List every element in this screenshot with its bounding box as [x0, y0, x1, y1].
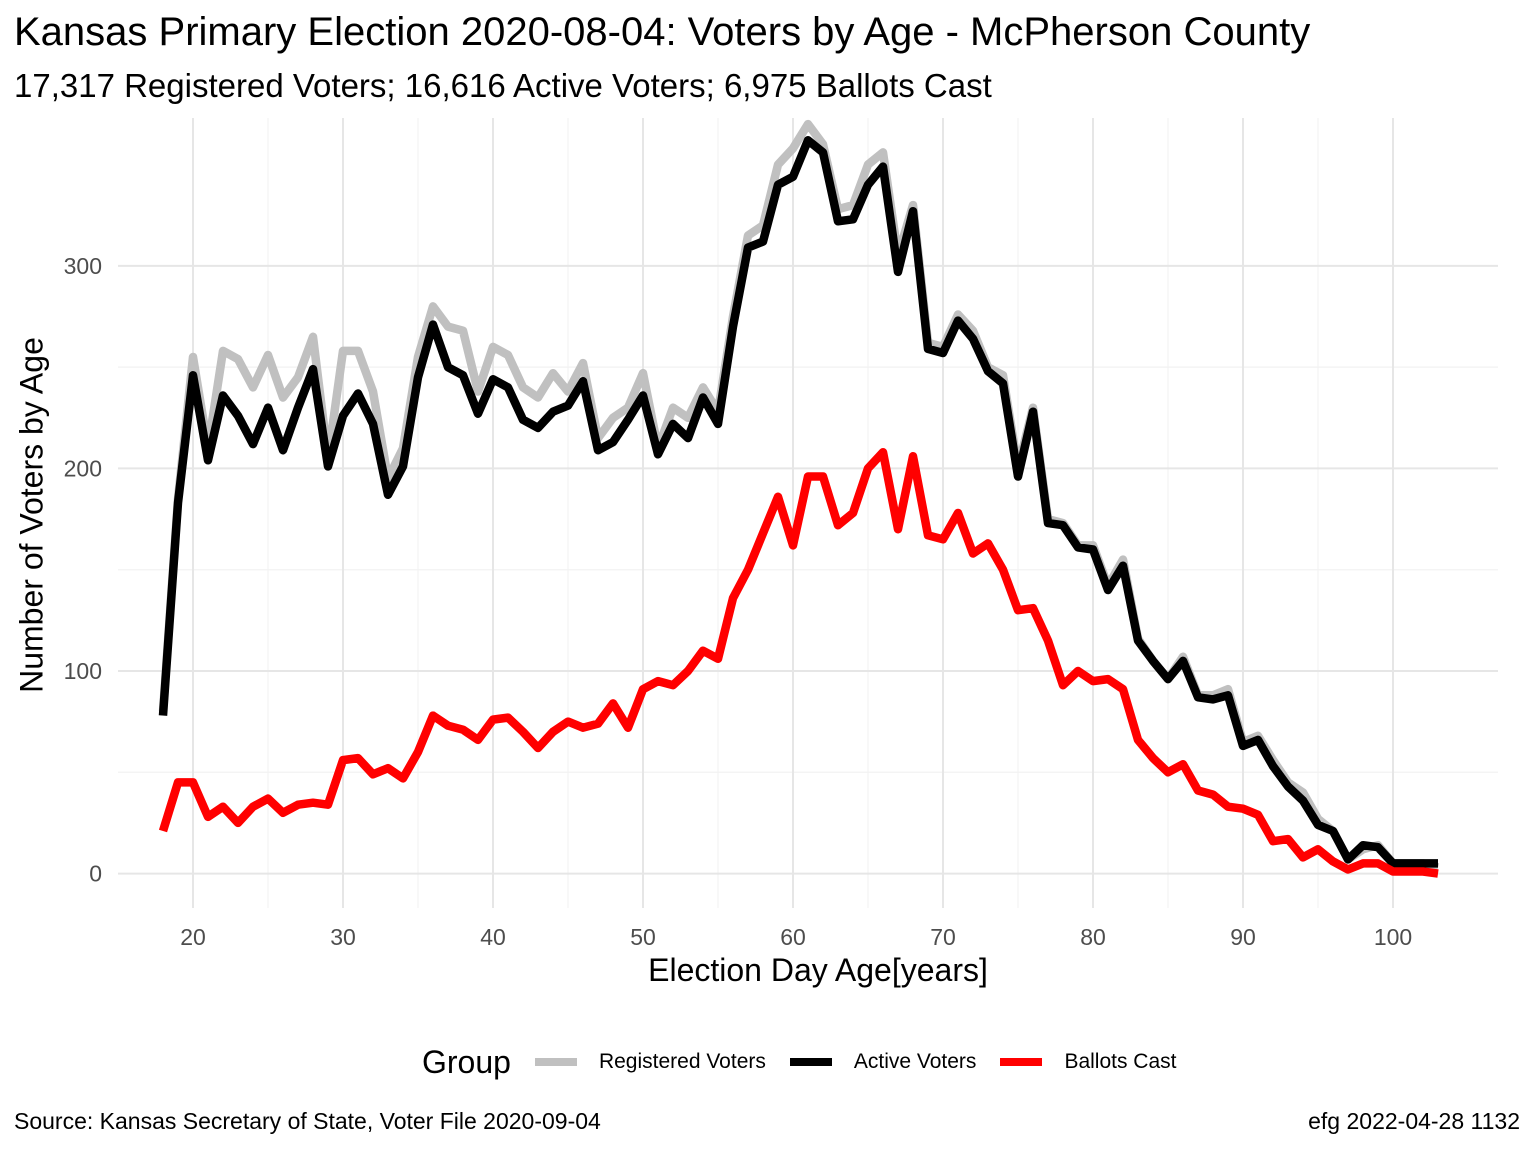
legend-key-registered — [534, 1058, 577, 1066]
y-tick-label: 200 — [64, 455, 102, 481]
source-caption: Source: Kansas Secretary of State, Voter… — [14, 1108, 601, 1134]
chart-title: Kansas Primary Election 2020-08-04: Vote… — [14, 10, 1311, 54]
x-tick-label: 40 — [480, 924, 506, 950]
x-tick-label: 90 — [1230, 924, 1256, 950]
legend-label-active: Active Voters — [853, 1050, 977, 1073]
y-tick-label: 100 — [64, 658, 102, 684]
x-tick-label: 50 — [630, 924, 656, 950]
y-tick-label: 300 — [64, 253, 102, 279]
x-tick-label: 70 — [930, 924, 956, 950]
x-tick-label: 60 — [780, 924, 806, 950]
x-axis-label: Election Day Age[years] — [648, 952, 988, 988]
chart-subtitle: 17,317 Registered Voters; 16,616 Active … — [14, 67, 992, 104]
x-tick-label: 30 — [330, 924, 356, 950]
y-axis-label: Number of Voters by Age — [13, 337, 50, 693]
series-line-ballots-cast — [158, 447, 1439, 878]
y-tick-label: 0 — [89, 861, 102, 887]
series-line-registered-voters — [158, 119, 1440, 872]
legend-key-active — [789, 1058, 832, 1066]
legend-label-ballots: Ballots Cast — [1064, 1050, 1177, 1073]
series-lines — [158, 119, 1440, 878]
grid — [118, 118, 1498, 908]
x-tick-label: 100 — [1374, 924, 1412, 950]
x-tick-label: 80 — [1080, 924, 1106, 950]
legend: Group Registered Voters Active Voters Ba… — [422, 1040, 1200, 1084]
series-line-active-voters — [158, 136, 1438, 868]
legend-key-ballots — [1000, 1058, 1043, 1066]
tick-labels: 20 30 40 50 60 70 80 90 100 0 100 200 300 — [64, 253, 1413, 950]
legend-item-registered: Registered Voters — [534, 1050, 766, 1074]
legend-item-ballots: Ballots Cast — [1000, 1050, 1176, 1074]
x-tick-label: 20 — [180, 924, 206, 950]
legend-label-registered: Registered Voters — [598, 1050, 766, 1073]
legend-title: Group — [422, 1043, 511, 1080]
author-stamp: efg 2022-04-28 1132 — [1308, 1108, 1520, 1134]
legend-item-active: Active Voters — [789, 1050, 977, 1074]
